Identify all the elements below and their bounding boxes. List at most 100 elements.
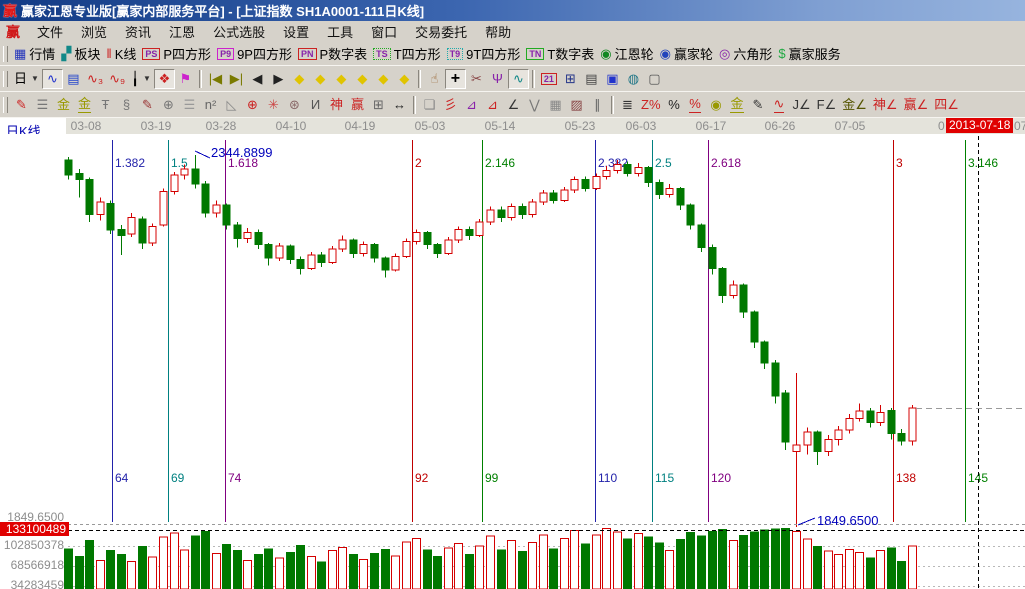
ying-grid-button[interactable]: 赢 (347, 95, 368, 115)
diamond-fit-button[interactable]: ◆ (373, 69, 394, 89)
last-page-button[interactable]: ▶| (226, 69, 247, 89)
grid-tool-button[interactable]: ☰ (32, 95, 53, 115)
candle-style-button[interactable]: ╽ ▼ (128, 69, 154, 89)
banner-tool-button[interactable]: Ψ (487, 69, 508, 89)
gold-grid-button[interactable]: 金 (53, 95, 74, 115)
f-angle-button[interactable]: F∠ (814, 95, 840, 115)
gann-wheel-button[interactable]: ◉ 江恩轮 (597, 44, 656, 64)
scissors-tool-button[interactable]: ✂ (466, 69, 487, 89)
shen-angle-button[interactable]: 神∠ (870, 95, 901, 115)
percent-line-button[interactable]: % (685, 95, 706, 115)
gann-fan-button[interactable]: 彡 (440, 95, 461, 115)
p-square-button[interactable]: PS P四方形 (139, 44, 214, 64)
j-angle-button[interactable]: J∠ (790, 95, 814, 115)
grid-arrow-button[interactable]: ▨ (566, 95, 587, 115)
percent-zone-button[interactable]: Z% (638, 95, 664, 115)
9t-square-button[interactable]: T9 9T四方形 (444, 44, 524, 64)
zigzag-overlay-button[interactable]: ∿ (41, 68, 63, 89)
gann-count-label: 64 (115, 471, 129, 485)
diamond-left-button[interactable]: ◆ (289, 69, 310, 89)
kline-chart[interactable]: 1.382 64 1.5 69 1.618 74 2 92 2.146 99 2.382 110 2.5… (0, 134, 1025, 589)
volume-bar (117, 554, 126, 589)
menu-window[interactable]: 窗口 (371, 25, 398, 40)
menu-settings[interactable]: 设置 (283, 25, 310, 40)
circle-cross-button[interactable]: ⊕ (242, 95, 263, 115)
wave9-button[interactable]: ∿₉ (106, 69, 128, 89)
n-square-button[interactable]: n² (200, 95, 221, 115)
chart-canvas[interactable]: 1.382641.5691.618742922.146992.3821102.5… (0, 134, 1025, 589)
save-button[interactable]: ▣ (602, 69, 623, 89)
candle-body (781, 392, 790, 443)
hand-tool-button[interactable]: ☝ (424, 69, 445, 89)
speed-lines-button[interactable]: ≣ (617, 95, 638, 115)
menu-news[interactable]: 资讯 (125, 25, 152, 40)
gold-circle-button[interactable]: ◉ (706, 95, 727, 115)
kline-button[interactable]: ‖ K线 (103, 44, 139, 64)
star-burst-button[interactable]: ✳ (263, 95, 284, 115)
si-angle-button[interactable]: 四∠ (931, 95, 962, 115)
number-grid-button[interactable]: ⊞ (368, 95, 389, 115)
f-grid-button[interactable]: Ŧ (95, 95, 116, 115)
gann-fan-icon: 彡 (443, 96, 457, 112)
gold-angle-button[interactable]: 金∠ (839, 95, 870, 115)
menu-help[interactable]: 帮助 (485, 25, 512, 40)
percent-button[interactable]: % (664, 95, 685, 115)
crosshair-tool-button[interactable]: + (444, 68, 466, 89)
v-line-button[interactable]: ⋁ (524, 95, 545, 115)
info-panel-button[interactable]: ▤ (63, 69, 84, 89)
menu-formula-pick[interactable]: 公式选股 (213, 25, 266, 40)
diamond-expand-button[interactable]: ◆ (331, 69, 352, 89)
notes-button[interactable]: ▤ (581, 69, 602, 89)
wave-ruler-button[interactable]: ∿ (769, 95, 790, 115)
menu-browse[interactable]: 浏览 (81, 25, 108, 40)
spiral-button[interactable]: § (116, 95, 137, 115)
winner-service-button[interactable]: $ 赢家服务 (775, 44, 843, 64)
winner-wheel-button[interactable]: ◉ 赢家轮 (657, 44, 716, 64)
grid-star-button[interactable]: ▦ (545, 95, 566, 115)
menu-file[interactable]: 文件 (37, 25, 64, 40)
parallel-lines-button[interactable]: ∥ (587, 95, 608, 115)
trend-angle-button[interactable]: ∠ (503, 95, 524, 115)
gold-box-button[interactable]: 金 (727, 95, 748, 115)
gann-circle-button[interactable]: ⊕ (158, 95, 179, 115)
9p-square-button[interactable]: P9 9P四方形 (214, 44, 295, 64)
web-export-button[interactable]: ◍ (623, 69, 644, 89)
remote-data-button[interactable]: ▢ (644, 69, 665, 89)
hexagon-button[interactable]: ◎ 六角形 (716, 44, 775, 64)
angle-ruler-button[interactable]: ◺ (221, 95, 242, 115)
color-bar-button[interactable]: ⚑ (175, 69, 196, 89)
sectors-button[interactable]: ▞ 板块 (58, 44, 103, 64)
menu-trade[interactable]: 交易委托 (415, 25, 468, 40)
gann-pattern-button[interactable]: ❖ (153, 68, 175, 89)
diamond-reset-button[interactable]: ◆ (394, 69, 415, 89)
red-pen-grid-button[interactable]: ✎ (137, 95, 158, 115)
dense-grid-button[interactable]: ☰ (179, 95, 200, 115)
fan-box-red-button[interactable]: ⊿ (482, 95, 503, 115)
gold-grid2-button[interactable]: 金 (74, 95, 95, 115)
menu-gann[interactable]: 江恩 (169, 25, 196, 40)
first-page-button[interactable]: |◀ (205, 69, 226, 89)
calendar-button[interactable]: 21 (538, 69, 560, 89)
calculator-button[interactable]: ⊞ (560, 69, 581, 89)
width-adjust-button[interactable]: ↔ (389, 95, 410, 115)
t-number-table-button[interactable]: TN T数字表 (523, 44, 597, 64)
draw-brush-button[interactable]: ✎ (11, 95, 32, 115)
wave-tool-button[interactable]: ∿ (507, 68, 529, 89)
wave3-button[interactable]: ∿₃ (84, 69, 106, 89)
diamond-compress-button[interactable]: ◆ (352, 69, 373, 89)
next-bar-button[interactable]: ▶ (268, 69, 289, 89)
period-daily-button[interactable]: 日 ▼ (11, 69, 42, 89)
ying-angle-button[interactable]: 赢∠ (901, 95, 932, 115)
boxed-star-button[interactable]: ⊛ (284, 95, 305, 115)
fan-box-purple-button[interactable]: ⊿ (461, 95, 482, 115)
shen-grid-button[interactable]: 神 (326, 95, 347, 115)
ink-brush-button[interactable]: ✎ (748, 95, 769, 115)
select-box-button[interactable]: ❏ (419, 95, 440, 115)
t-square-button[interactable]: TS T四方形 (370, 44, 443, 64)
menu-tools[interactable]: 工具 (327, 25, 354, 40)
diamond-right-button[interactable]: ◆ (310, 69, 331, 89)
prev-bar-button[interactable]: ◀ (247, 69, 268, 89)
pitchfork-button[interactable]: И (305, 95, 326, 115)
quotes-button[interactable]: ▦ 行情 (11, 44, 58, 64)
p-number-table-button[interactable]: PN P数字表 (295, 44, 370, 64)
